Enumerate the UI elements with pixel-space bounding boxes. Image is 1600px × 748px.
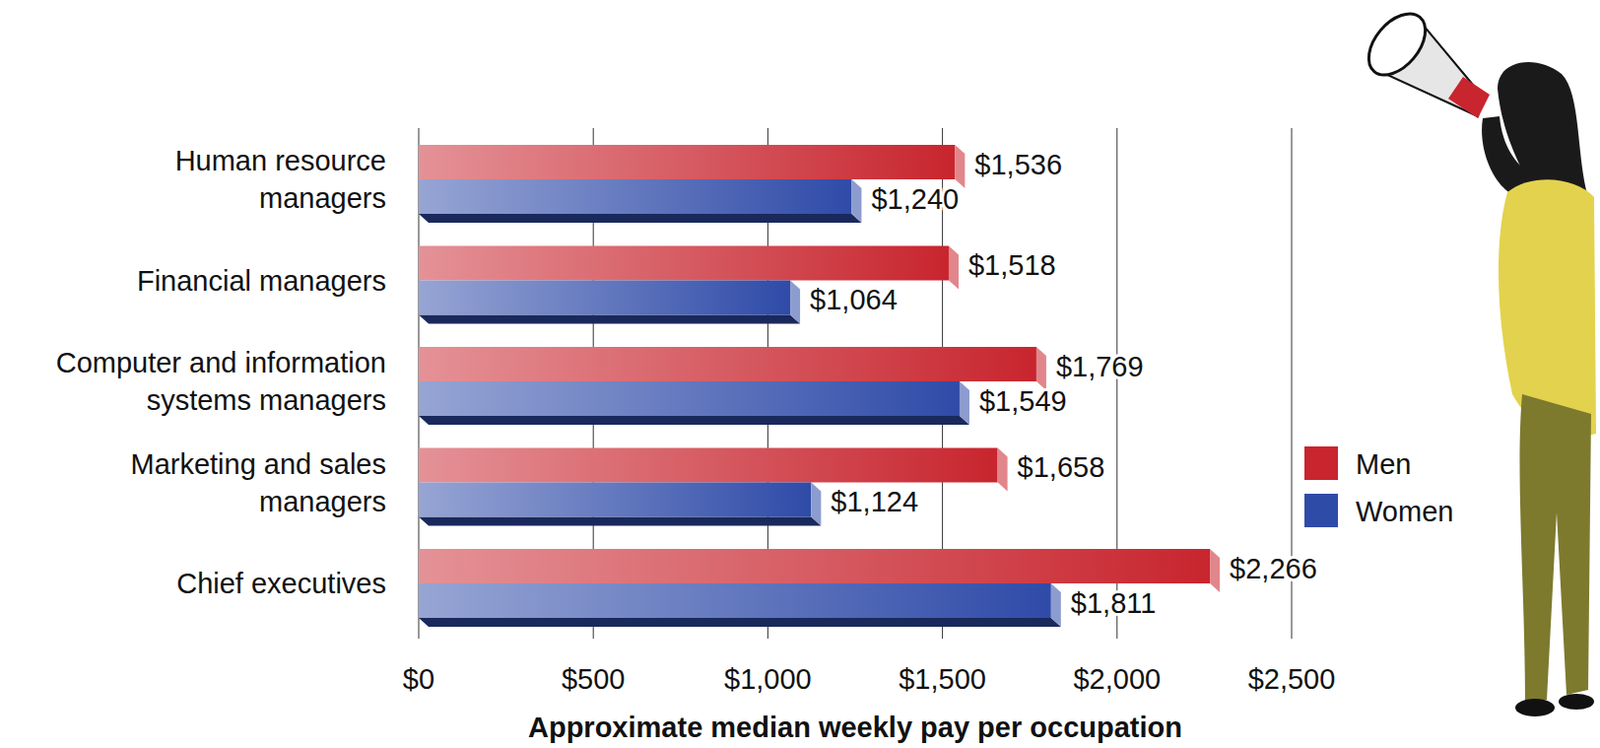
category-line: Financial managers [136,265,387,297]
bar [418,246,949,281]
tick-label: $500 [561,663,626,695]
legend-label: Men [1355,448,1411,480]
data-label: $1,064 [809,283,898,316]
data-label: $1,658 [1017,451,1106,483]
legend-label: Women [1355,495,1454,528]
bar-depth [418,315,800,325]
tick-label: $0 [402,663,435,695]
bar [418,144,955,180]
data-label: $1,124 [830,485,919,518]
bar [418,583,1052,618]
bar [418,381,960,416]
bar-depth [418,415,970,425]
data-label: $1,811 [1070,587,1157,619]
bar-end [959,381,970,425]
bar-depth [418,517,821,527]
torso [1498,179,1597,437]
category-line: Chief executives [176,567,387,600]
data-label: $1,769 [1056,350,1144,383]
chart: $0 $500 $1,000 $1,500 $2,000 $2,500 Approximat… [0,0,1600,748]
bar-end [810,482,821,527]
grid [418,128,1292,639]
bar-end [948,246,959,290]
bar [418,346,1037,382]
bar [418,548,1210,584]
legend-swatch [1304,446,1338,480]
tick-label: $1,500 [898,663,987,695]
data-labels: $1,536 $1,240 $1,518 $1,064 $1,769$1,549 $1,6… [809,148,1318,619]
bar [418,280,791,316]
shoe [1558,693,1595,710]
axis-title: Approximate median weekly pay per occupa… [528,711,1183,743]
data-label: $2,266 [1229,552,1318,585]
bar-end [1209,548,1220,593]
bar-end [998,448,1008,492]
category-label: Human resource managers [175,144,387,214]
data-label: $1,518 [968,249,1057,281]
megaphone-band [1448,76,1490,119]
category-line: managers [259,485,387,518]
bars [418,144,1220,627]
bar-depth [418,617,1062,627]
legend-swatch [1304,493,1338,528]
bar-end [1051,583,1062,627]
bar-end [851,179,862,223]
data-label: $1,549 [979,385,1067,417]
bar [418,448,999,483]
megaphone-bell [1357,2,1437,85]
shoe [1515,698,1555,717]
tick-label: $1,000 [724,663,812,695]
bar-end [954,144,965,189]
tick-label: $2,000 [1072,663,1161,695]
category-label: Computer and information systems managers [56,346,387,416]
bar-end [1036,346,1047,391]
category-line: Marketing and sales [130,448,387,480]
category-label: Chief executives [176,567,387,600]
figure [1357,2,1597,717]
bar-end [790,280,800,325]
bar [418,482,811,518]
data-label: $1,536 [974,148,1063,181]
legend: Men Women [1304,446,1454,528]
category-line: managers [259,182,387,214]
category-label: Financial managers [136,265,387,297]
data-label: $1,240 [870,183,959,215]
tick-label: $2,500 [1248,663,1336,695]
category-line: systems managers [146,384,387,416]
category-label: Marketing and sales managers [130,448,387,518]
bar-depth [418,213,862,223]
legs [1520,394,1592,702]
category-line: Computer and information [56,346,387,379]
bar [418,179,852,214]
category-line: Human resource [175,144,387,177]
